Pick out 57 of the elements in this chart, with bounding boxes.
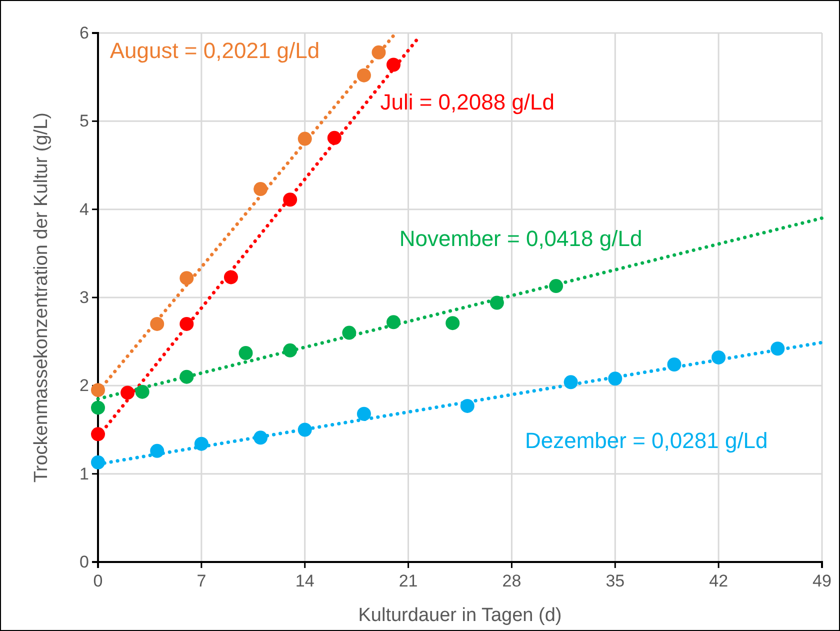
point [667,358,682,372]
point [356,68,371,82]
x-tick-label: 49 [812,571,832,590]
y-tick-label: 2 [80,376,89,396]
point [283,343,298,358]
point [150,444,164,458]
y-tick-label: 1 [80,464,89,484]
point [298,422,312,437]
point [549,279,564,294]
point [283,192,298,207]
point [194,436,208,451]
x-tick-label: 0 [93,571,103,590]
point [342,326,356,340]
point [564,375,578,390]
point [91,455,105,470]
point [120,386,135,400]
point [91,427,105,442]
y-tick-label: 5 [80,112,89,131]
point [180,316,194,331]
x-tick-label: 14 [295,571,314,590]
y-tick-label: 3 [80,288,89,307]
x-tick-label: 7 [196,571,206,590]
point [386,58,401,72]
point [254,430,268,445]
annotation: August = 0,2021 g/Ld [110,38,320,64]
y-tick-label: 0 [80,552,89,572]
point [356,406,371,421]
point [386,315,401,330]
point [460,398,474,413]
y-tick-label: 4 [80,200,89,219]
point [135,384,150,399]
x-tick-label: 28 [502,571,522,590]
annotation: November = 0,0418 g/Ld [399,226,642,252]
y-axis-title: Trockenmassekonzentration der Kultur (g/L) [31,112,52,482]
annotation: Juli = 0,2088 g/Ld [380,89,555,114]
x-tick-label: 21 [398,571,418,590]
point [238,346,253,360]
point [91,400,105,415]
point [490,296,504,310]
x-tick-label: 42 [709,571,728,590]
point [770,342,785,356]
x-axis-title: Kulturdauer in Tagen (d) [358,605,562,626]
point [446,316,460,330]
point [298,132,312,146]
point [712,350,726,364]
point [180,370,194,384]
point [327,130,342,145]
point [91,383,105,398]
y-tick-label: 6 [80,23,89,42]
point [150,316,164,331]
point [180,271,194,286]
point [372,45,386,60]
point [608,372,622,386]
annotation: Dezember = 0,0281 g/Ld [525,428,768,453]
point [224,270,238,284]
point [254,182,268,196]
x-tick-label: 35 [606,571,625,590]
